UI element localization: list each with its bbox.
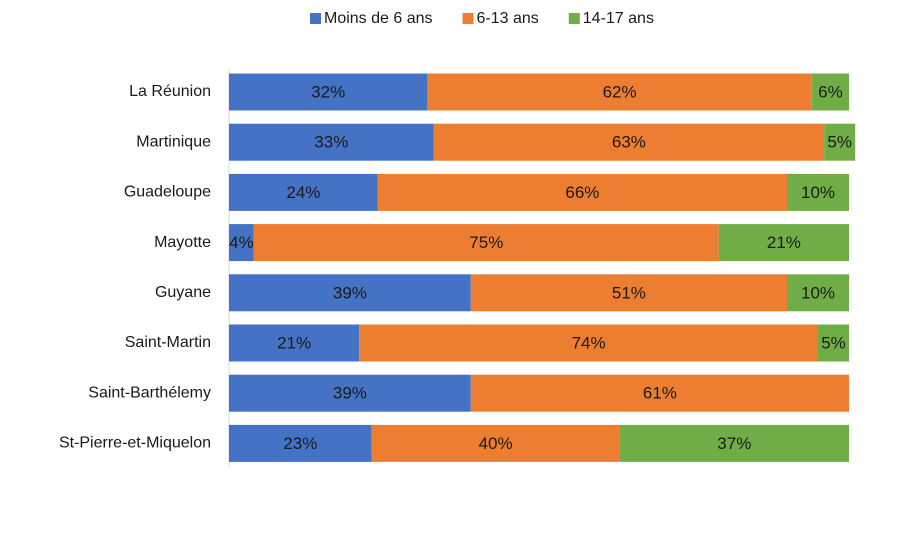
data-label: 40% bbox=[479, 434, 513, 453]
data-label: 10% bbox=[801, 283, 835, 302]
data-label: 39% bbox=[333, 283, 367, 302]
data-label: 6% bbox=[818, 82, 843, 101]
data-label: 61% bbox=[643, 384, 677, 403]
bar-segment bbox=[229, 274, 471, 312]
data-label: 51% bbox=[612, 283, 646, 302]
y-tick-label: Saint-Barthélemy bbox=[88, 384, 211, 401]
bar-segment bbox=[470, 274, 787, 312]
data-label: 66% bbox=[565, 183, 599, 202]
y-tick-label: St-Pierre-et-Miquelon bbox=[59, 435, 211, 452]
bar-segment bbox=[229, 173, 378, 211]
y-tick-label: Guadeloupe bbox=[124, 184, 211, 201]
data-label: 37% bbox=[717, 434, 751, 453]
data-label: 33% bbox=[314, 133, 348, 152]
data-label: 24% bbox=[286, 183, 320, 202]
data-label: 4% bbox=[229, 233, 254, 252]
data-label: 62% bbox=[603, 82, 637, 101]
bar-segment bbox=[824, 123, 856, 161]
y-tick-label: Mayotte bbox=[154, 234, 211, 251]
y-tick-label: Guyane bbox=[155, 284, 211, 301]
data-label: 5% bbox=[821, 333, 846, 352]
bar-segment bbox=[229, 224, 254, 262]
data-label: 63% bbox=[612, 133, 646, 152]
bar-segment bbox=[359, 324, 818, 362]
legend-label: 14-17 ans bbox=[583, 10, 654, 27]
y-tick-label: Saint-Martin bbox=[125, 334, 211, 351]
bar-segment bbox=[371, 424, 620, 462]
data-label: 32% bbox=[311, 82, 345, 101]
bar-segment bbox=[229, 324, 360, 362]
bar-segment bbox=[818, 324, 849, 362]
data-label: 21% bbox=[277, 333, 311, 352]
bar-segment bbox=[619, 424, 849, 462]
bar-segment bbox=[787, 173, 849, 211]
bar-segment bbox=[470, 374, 849, 412]
data-label: 10% bbox=[801, 183, 835, 202]
data-label: 74% bbox=[572, 333, 606, 352]
y-tick-label: Martinique bbox=[136, 133, 211, 150]
legend-swatch bbox=[462, 13, 474, 24]
legend-label: Moins de 6 ans bbox=[324, 10, 433, 27]
bar-segment bbox=[811, 73, 849, 111]
data-label: 21% bbox=[767, 233, 801, 252]
bar-segment bbox=[229, 123, 434, 161]
y-tick-label: La Réunion bbox=[129, 83, 211, 100]
bar-segment bbox=[787, 274, 849, 312]
bar-segment bbox=[253, 224, 719, 262]
bar-segment bbox=[229, 73, 428, 111]
bar-segment bbox=[229, 374, 471, 412]
data-label: 23% bbox=[283, 434, 317, 453]
bar-segment bbox=[718, 224, 849, 262]
legend-swatch bbox=[568, 13, 580, 24]
legend-label: 6-13 ans bbox=[477, 10, 539, 27]
data-label: 39% bbox=[333, 384, 367, 403]
bar-segment bbox=[427, 73, 812, 111]
legend-swatch bbox=[310, 13, 321, 24]
data-label: 5% bbox=[827, 133, 852, 152]
bar-segment bbox=[377, 173, 787, 211]
bar-segment bbox=[229, 424, 372, 462]
data-label: 75% bbox=[469, 233, 503, 252]
bar-segment bbox=[433, 123, 825, 161]
